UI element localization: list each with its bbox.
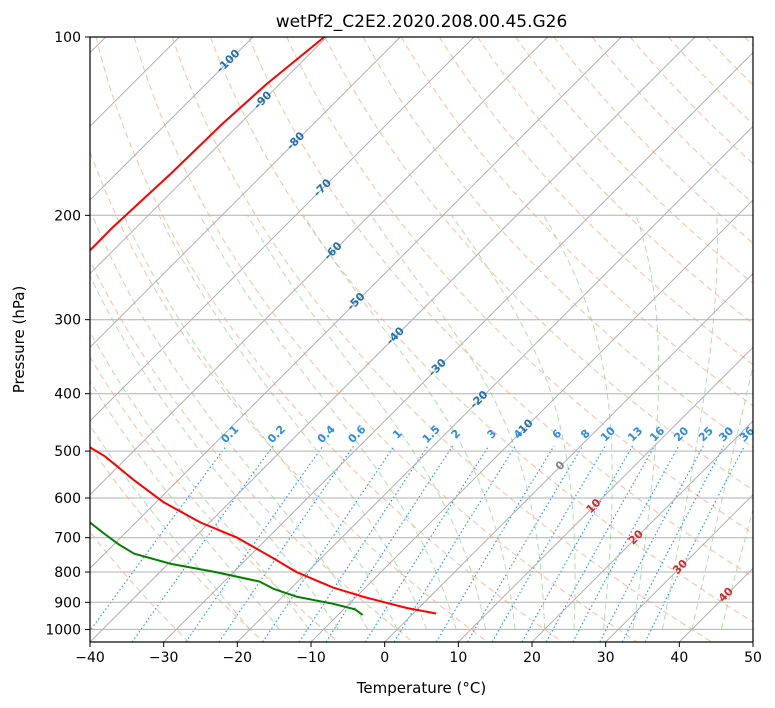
dry-adiabat-line — [553, 37, 753, 244]
mixing-ratio-line — [218, 445, 355, 642]
mixing-ratio-lines — [90, 445, 746, 642]
dry-adiabat-line — [591, 37, 753, 204]
isotherm-line — [163, 51, 753, 642]
mixing-ratio-line — [621, 445, 725, 642]
dry-adiabat-line — [90, 259, 414, 642]
dry-adiabat-line — [133, 37, 638, 642]
x-tick-label: −10 — [296, 650, 326, 666]
isotherm-line — [236, 125, 753, 642]
mixing-ratio-line — [545, 445, 656, 642]
dry-adiabat-line — [438, 37, 753, 366]
y-axis-label: Pressure (hPa) — [10, 286, 28, 394]
dry-adiabat-line — [90, 356, 339, 642]
dewpoint-profile-line — [90, 521, 364, 616]
isotherm-line — [310, 199, 753, 642]
temperature-profile-line — [90, 37, 437, 615]
x-tick-label: −20 — [223, 650, 253, 666]
mixing-ratio-line — [364, 445, 490, 642]
dry-adiabat-line — [286, 37, 753, 534]
skewed-isotherms — [90, 37, 753, 642]
isotherm-line — [90, 37, 549, 496]
mixing-ratio-line — [185, 445, 324, 642]
isotherm-line — [90, 37, 328, 275]
y-tick-label: 100 — [54, 30, 81, 46]
x-axis-ticks: −40 −30 −20 −10 0 10 20 30 40 50 — [75, 642, 762, 666]
dry-adiabat-line — [248, 37, 753, 578]
y-tick-label: 600 — [54, 491, 81, 507]
x-tick-label: 10 — [449, 650, 467, 666]
dry-adiabat-line — [324, 37, 753, 491]
y-tick-label: 300 — [54, 313, 81, 329]
isotherm-line — [457, 346, 753, 642]
dry-adiabat-line — [210, 37, 753, 623]
y-tick-label: 400 — [54, 387, 81, 403]
mixing-ratio-line — [435, 445, 555, 642]
dry-adiabat-line — [400, 37, 753, 407]
mixing-ratio-line — [298, 445, 429, 642]
mixing-ratio-line — [467, 445, 584, 642]
y-tick-label: 500 — [54, 444, 81, 460]
isotherm-line — [90, 37, 696, 642]
x-tick-label: 30 — [597, 650, 615, 666]
mixing-ratio-line — [325, 445, 454, 642]
isotherm-line — [531, 420, 753, 642]
isotherm-line — [90, 37, 401, 349]
chart-title: wetPf2_C2E2.2020.208.00.45.G26 — [276, 12, 568, 32]
isotherm-line — [90, 37, 475, 422]
dry-adiabat-line — [171, 37, 712, 642]
sounding-profiles — [90, 37, 437, 616]
moist-adiabat-line — [247, 215, 487, 630]
isotherm-line — [384, 272, 753, 642]
y-tick-label: 700 — [54, 531, 81, 547]
y-tick-label: 900 — [54, 595, 81, 611]
mixing-ratio-line — [521, 445, 633, 642]
dry-adiabat-line — [95, 37, 563, 642]
x-tick-label: 20 — [523, 650, 541, 666]
mixing-ratio-line — [131, 445, 274, 642]
moist-adiabat-line — [123, 215, 398, 630]
pressure-gridlines — [90, 37, 753, 630]
isotherm-line — [90, 37, 622, 570]
plot-frame — [89, 36, 754, 643]
x-tick-label: −30 — [149, 650, 179, 666]
isotherm-line — [90, 37, 254, 201]
dry-adiabat-line — [90, 445, 264, 642]
isotherm-line — [605, 493, 753, 642]
x-tick-label: −40 — [75, 650, 105, 666]
mixing-ratio-line — [262, 445, 395, 642]
y-tick-label: 1000 — [45, 622, 81, 638]
y-tick-label: 800 — [54, 565, 81, 581]
x-axis-label: Temperature (°C) — [356, 679, 486, 697]
x-tick-label: 0 — [380, 650, 389, 666]
mixing-ratio-line — [644, 445, 746, 642]
plot-background — [90, 37, 753, 642]
x-tick-label: 50 — [744, 650, 762, 666]
moist-adiabat-line — [90, 330, 310, 630]
x-tick-label: 40 — [670, 650, 688, 666]
y-tick-label: 200 — [54, 208, 81, 224]
y-axis-ticks: 100 200 300 400 500 600 700 800 900 1000 — [45, 30, 90, 638]
